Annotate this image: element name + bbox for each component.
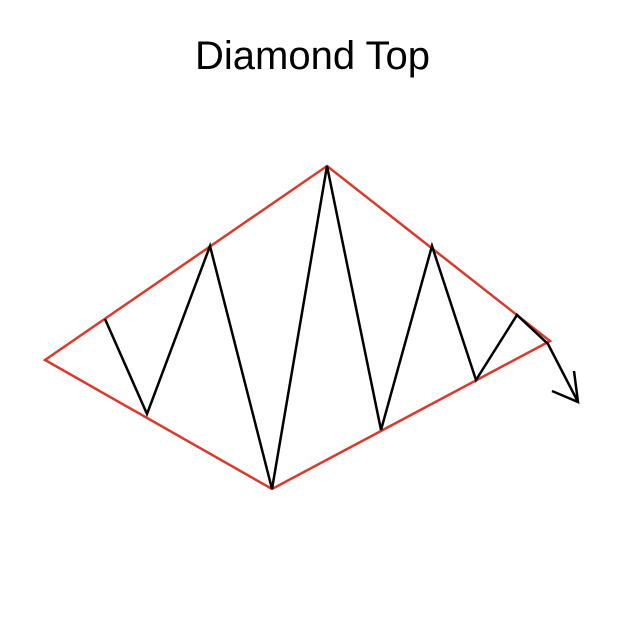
diamond-outline xyxy=(45,166,550,489)
price-zigzag-line xyxy=(105,166,578,489)
